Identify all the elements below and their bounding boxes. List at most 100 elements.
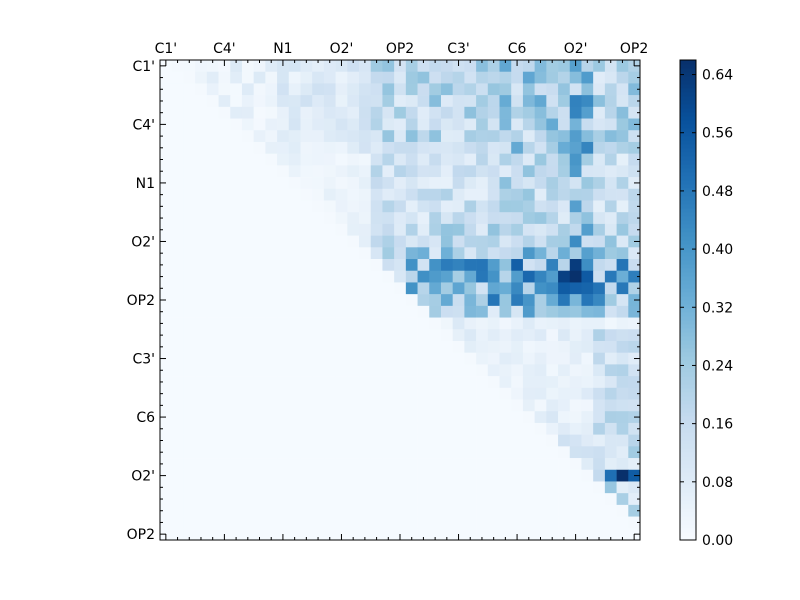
heatmap-cell [288,329,301,342]
heatmap-cell [323,118,336,131]
heatmap-cell [300,165,313,178]
heatmap-cell [241,329,254,342]
heatmap-cell [628,130,641,143]
heatmap-cell [405,212,418,225]
heatmap-cell [546,317,559,330]
heatmap-cell [581,153,594,166]
heatmap-cell [405,153,418,166]
heatmap-cell [452,504,465,517]
heatmap-cell [230,481,243,494]
heatmap-cell [195,387,208,400]
heatmap-cell [183,504,196,517]
heatmap-cell [604,399,617,412]
heatmap-cell [464,422,477,435]
heatmap-cell [370,422,383,435]
heatmap-cell [452,294,465,307]
heatmap-cell [628,376,641,389]
heatmap-cell [511,504,524,517]
heatmap-cell [335,223,348,236]
heatmap-cell [312,223,325,236]
heatmap-cell [499,141,512,154]
heatmap-cell [347,223,360,236]
heatmap-cell [476,83,489,96]
heatmap-cell [429,141,442,154]
heatmap-cell [218,165,231,178]
heatmap-cell [241,212,254,225]
colorbar-segment [680,276,696,281]
heatmap-cell [382,504,395,517]
heatmap-cell [534,223,547,236]
heatmap-cell [405,223,418,236]
heatmap-cell [277,504,290,517]
heatmap-cell [546,212,559,225]
heatmap-cell [522,118,535,131]
heatmap-cell [593,200,606,213]
heatmap-cell [288,340,301,353]
heatmap-cell [253,71,266,84]
heatmap-cell [581,60,594,73]
heatmap-cell [382,528,395,541]
heatmap-cell [511,71,524,84]
heatmap-cell [452,95,465,108]
heatmap-cell [347,340,360,353]
colorbar-segment [680,360,696,365]
heatmap-cell [300,130,313,143]
heatmap-cell [323,83,336,96]
heatmap-cell [195,247,208,260]
heatmap-cell [195,106,208,119]
colorbar-segment [680,116,696,121]
heatmap-cell [230,434,243,447]
heatmap-cell [581,399,594,412]
heatmap-cell [160,259,173,272]
heatmap-cell [347,422,360,435]
heatmap-cell [452,399,465,412]
heatmap-cell [382,247,395,260]
heatmap-cell [405,352,418,365]
heatmap-cell [593,399,606,412]
heatmap-cell [569,504,582,517]
heatmap-cell [440,282,453,295]
heatmap-cell [277,259,290,272]
heatmap-cell [534,141,547,154]
heatmap-cell [335,329,348,342]
colorbar-segment [680,208,696,213]
heatmap-cell [160,329,173,342]
heatmap-cell [604,95,617,108]
heatmap-cell [253,399,266,412]
heatmap-cell [464,282,477,295]
heatmap-cell [312,95,325,108]
heatmap-cell [417,235,430,248]
heatmap-cell [230,352,243,365]
heatmap-cell [382,329,395,342]
heatmap-cell [300,504,313,517]
heatmap-cell [452,141,465,154]
heatmap-cell [335,458,348,471]
heatmap-cell [429,305,442,318]
heatmap-cell [616,153,629,166]
heatmap-cell [593,376,606,389]
heatmap-cell [452,411,465,424]
heatmap-cell [628,434,641,447]
heatmap-cell [405,95,418,108]
heatmap-cell [160,493,173,506]
heatmap-cell [370,130,383,143]
heatmap-cell [476,60,489,73]
heatmap-cell [218,329,231,342]
heatmap-cell [593,481,606,494]
heatmap-cell [312,212,325,225]
heatmap-cell [323,223,336,236]
heatmap-cell [511,352,524,365]
heatmap-cell [534,118,547,131]
colorbar-tick-label: 0.48 [702,184,733,200]
heatmap-cell [405,411,418,424]
heatmap-cell [476,177,489,190]
heatmap-cell [452,118,465,131]
heatmap-cell [487,71,500,84]
colorbar-segment [680,328,696,333]
heatmap-cell [335,270,348,283]
heatmap-cell [323,247,336,260]
heatmap-cell [616,528,629,541]
heatmap-cell [230,294,243,307]
colorbar-segment [680,120,696,125]
heatmap-cell [265,200,278,213]
